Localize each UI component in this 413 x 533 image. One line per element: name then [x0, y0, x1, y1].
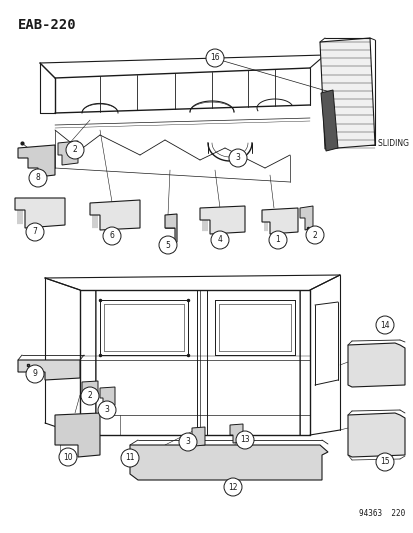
Polygon shape [130, 445, 327, 480]
Circle shape [98, 401, 116, 419]
Polygon shape [100, 387, 115, 406]
Circle shape [159, 236, 177, 254]
Polygon shape [320, 90, 337, 151]
Circle shape [268, 231, 286, 249]
Polygon shape [347, 413, 404, 457]
Text: 94363  220: 94363 220 [358, 509, 404, 518]
Circle shape [375, 453, 393, 471]
Circle shape [59, 448, 77, 466]
Circle shape [29, 169, 47, 187]
Polygon shape [230, 424, 242, 443]
Text: 14: 14 [379, 320, 389, 329]
Text: 4: 4 [217, 236, 222, 245]
Text: 2: 2 [72, 146, 77, 155]
Text: 5: 5 [165, 240, 170, 249]
Text: 16: 16 [210, 53, 219, 62]
Polygon shape [319, 38, 374, 149]
Text: 3: 3 [235, 154, 240, 163]
Text: 3: 3 [104, 406, 109, 415]
Circle shape [223, 478, 242, 496]
Circle shape [26, 365, 44, 383]
Polygon shape [18, 145, 55, 177]
Circle shape [103, 227, 121, 245]
Text: 2: 2 [312, 230, 317, 239]
Polygon shape [55, 413, 100, 457]
Text: SLIDING  DOOR: SLIDING DOOR [377, 139, 413, 148]
Polygon shape [299, 206, 312, 230]
Polygon shape [15, 198, 65, 228]
Polygon shape [199, 206, 244, 234]
Circle shape [305, 226, 323, 244]
Text: 12: 12 [228, 482, 237, 491]
Circle shape [121, 449, 139, 467]
Text: 15: 15 [379, 457, 389, 466]
Text: 9: 9 [33, 369, 37, 378]
Polygon shape [18, 360, 80, 380]
Text: 2: 2 [88, 392, 92, 400]
Circle shape [211, 231, 228, 249]
Text: 6: 6 [109, 231, 114, 240]
Circle shape [66, 141, 84, 159]
Polygon shape [90, 200, 140, 230]
Polygon shape [347, 343, 404, 387]
Circle shape [375, 316, 393, 334]
Polygon shape [192, 427, 204, 446]
Text: 10: 10 [63, 453, 73, 462]
Text: 13: 13 [240, 435, 249, 445]
Circle shape [26, 223, 44, 241]
Polygon shape [261, 208, 297, 234]
Text: 3: 3 [185, 438, 190, 447]
Text: 11: 11 [125, 454, 134, 463]
Circle shape [81, 387, 99, 405]
Circle shape [206, 49, 223, 67]
Polygon shape [58, 141, 78, 165]
Circle shape [178, 433, 197, 451]
Polygon shape [82, 381, 98, 401]
Polygon shape [165, 214, 177, 242]
Circle shape [228, 149, 247, 167]
Text: 1: 1 [275, 236, 280, 245]
Circle shape [235, 431, 254, 449]
Text: EAB-220: EAB-220 [18, 18, 76, 32]
Text: 8: 8 [36, 174, 40, 182]
Text: 7: 7 [33, 228, 37, 237]
